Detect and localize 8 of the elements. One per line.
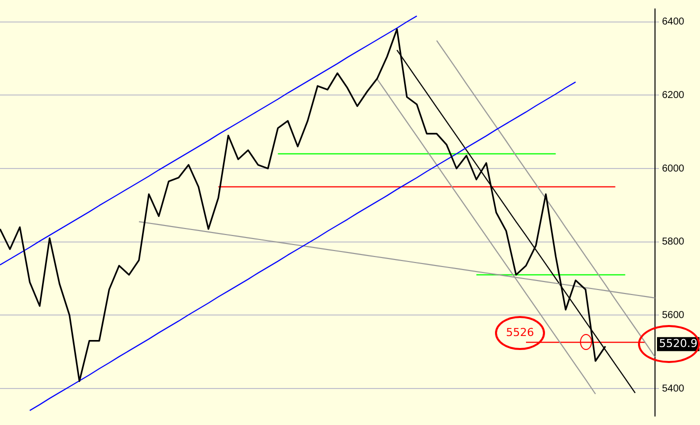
y-tick-label: 5800 <box>662 236 685 248</box>
y-tick-label: 6000 <box>662 163 685 174</box>
annotation: 5520.9 <box>659 337 698 350</box>
y-tick-label: 5600 <box>662 310 685 321</box>
annotation: 5526 <box>506 326 534 340</box>
y-tick-label: 6400 <box>662 16 685 28</box>
y-tick-label: 5400 <box>662 383 685 394</box>
y-tick-label: 6200 <box>662 90 685 101</box>
